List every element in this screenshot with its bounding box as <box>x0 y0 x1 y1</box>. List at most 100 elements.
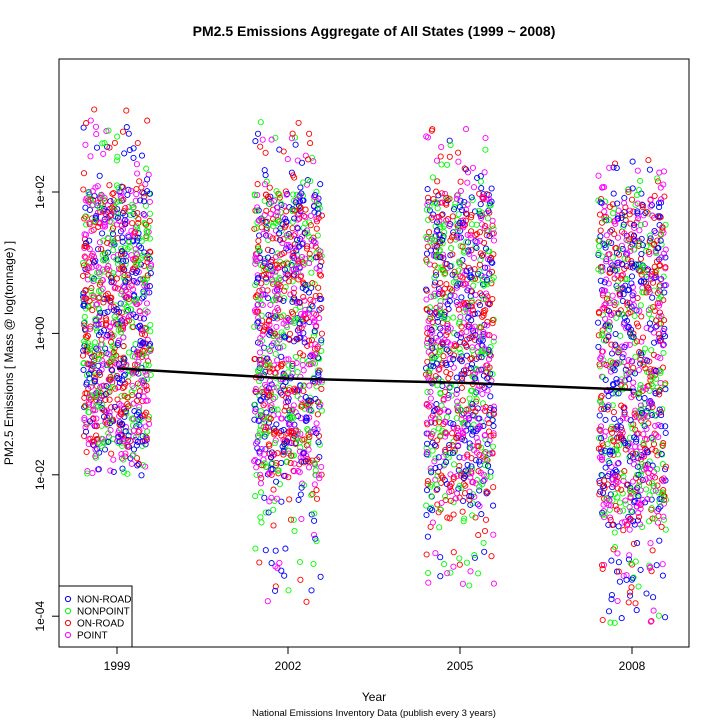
data-point <box>471 447 478 454</box>
data-point <box>598 435 605 442</box>
data-point <box>604 473 611 480</box>
data-point <box>477 350 484 358</box>
data-point <box>278 567 285 574</box>
data-point <box>281 333 288 340</box>
data-point <box>469 478 476 485</box>
data-point <box>628 258 635 265</box>
data-point <box>82 424 89 431</box>
data-point <box>625 188 632 196</box>
data-point <box>461 165 468 172</box>
data-point <box>141 198 148 205</box>
data-point <box>262 191 270 198</box>
data-point <box>117 314 124 321</box>
data-point <box>596 480 603 487</box>
data-point <box>87 117 94 124</box>
data-point <box>301 229 308 236</box>
data-point <box>468 299 475 306</box>
data-point <box>272 253 279 260</box>
data-point <box>294 393 301 400</box>
data-point <box>637 402 645 409</box>
data-point <box>470 282 477 289</box>
data-point <box>428 414 435 421</box>
data-point <box>130 277 137 284</box>
data-point <box>455 211 462 218</box>
data-point <box>658 490 665 497</box>
data-point <box>609 381 617 388</box>
data-point <box>296 192 303 199</box>
data-point <box>100 299 107 306</box>
data-point <box>117 329 125 336</box>
data-point <box>130 210 137 217</box>
data-point <box>484 281 491 288</box>
data-point <box>118 402 125 409</box>
data-point <box>87 323 94 330</box>
data-point <box>659 406 666 413</box>
data-point <box>272 220 280 227</box>
data-point <box>436 365 443 373</box>
legend-label: POINT <box>77 631 108 642</box>
x-tick-label: 1999 <box>104 659 131 673</box>
data-point <box>617 424 624 431</box>
data-point <box>285 474 292 481</box>
data-point <box>449 251 456 258</box>
data-point <box>255 308 262 315</box>
data-point <box>313 430 320 437</box>
data-point <box>618 402 625 409</box>
data-point <box>622 366 629 373</box>
data-point <box>123 107 130 114</box>
data-point <box>306 130 313 137</box>
data-point <box>444 301 451 308</box>
data-point <box>448 234 456 241</box>
data-point <box>641 220 649 228</box>
data-point <box>276 230 283 237</box>
data-point <box>482 462 489 469</box>
data-point <box>140 315 147 322</box>
data-point <box>254 323 261 330</box>
data-point <box>440 453 447 460</box>
data-point <box>102 345 109 352</box>
data-point <box>609 292 616 299</box>
data-point <box>111 351 118 358</box>
data-point <box>461 247 468 254</box>
data-point <box>278 432 285 439</box>
data-point <box>636 349 643 356</box>
data-point <box>278 251 285 258</box>
data-point <box>484 440 491 448</box>
data-point <box>436 524 443 531</box>
data-point <box>294 225 301 232</box>
data-point <box>125 232 132 239</box>
data-point <box>457 472 464 479</box>
data-point <box>266 201 273 208</box>
data-point <box>478 209 485 216</box>
data-point <box>451 352 458 359</box>
data-point <box>129 370 136 377</box>
data-point <box>277 389 284 396</box>
data-point <box>463 210 470 217</box>
data-point <box>293 266 300 273</box>
data-point <box>657 237 664 244</box>
data-point <box>623 572 630 579</box>
data-point <box>456 462 463 469</box>
data-point <box>437 153 444 160</box>
data-point <box>305 437 312 444</box>
data-point <box>255 243 262 250</box>
data-point <box>291 215 298 222</box>
data-point <box>279 221 286 228</box>
data-point <box>620 437 627 444</box>
data-point <box>469 164 477 171</box>
data-point <box>620 473 627 480</box>
data-point <box>464 201 471 208</box>
data-point <box>95 223 102 230</box>
data-point <box>659 342 667 349</box>
data-point <box>253 389 260 396</box>
data-point <box>466 582 473 589</box>
data-point <box>283 208 290 215</box>
data-point <box>305 464 313 471</box>
data-point <box>296 299 304 306</box>
data-point <box>427 402 434 409</box>
data-point <box>464 461 471 468</box>
data-point <box>137 276 144 283</box>
data-point <box>432 455 439 462</box>
data-point <box>425 579 432 586</box>
